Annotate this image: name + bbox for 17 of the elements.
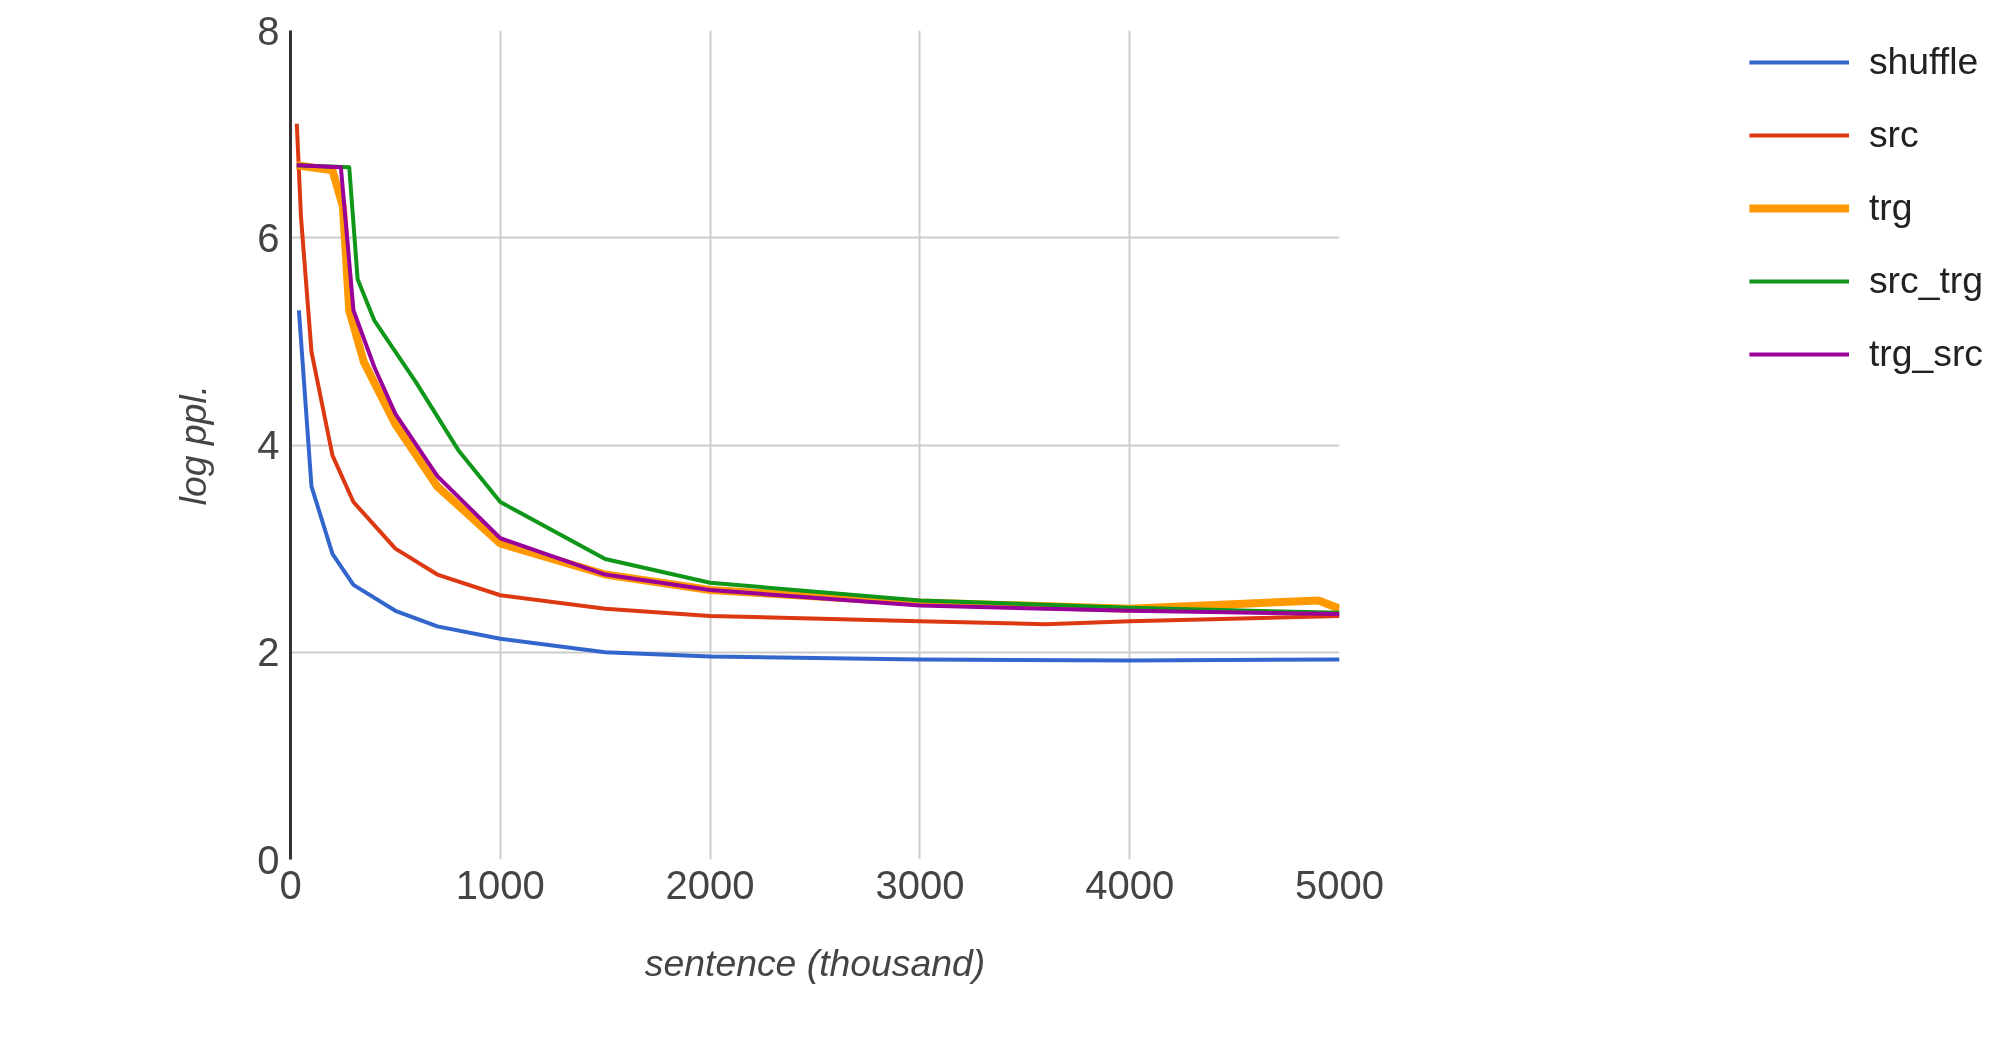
- legend-label: src_trg: [1868, 259, 1983, 302]
- x-tick-label: 3000: [875, 862, 965, 907]
- x-tick-label: 4000: [1085, 862, 1175, 907]
- y-tick-label: 8: [257, 8, 280, 53]
- x-tick-label: 1000: [455, 862, 545, 907]
- legend-label: src: [1868, 113, 1919, 156]
- legend-label: trg_src: [1868, 332, 1983, 375]
- legend-label: shuffle: [1868, 40, 1979, 83]
- line-series: [296, 308, 1340, 663]
- y-tick-label: 4: [257, 423, 280, 467]
- x-tick-label: 2000: [665, 862, 755, 907]
- x-tick-label: 5000: [1295, 862, 1384, 907]
- y-tick-label: 2: [257, 630, 280, 675]
- legend-label: trg: [1868, 186, 1913, 229]
- y-tick-label: 6: [257, 215, 280, 260]
- x-axis-title: sentence (thousand): [644, 941, 986, 984]
- y-axis-title: log ppl.: [172, 384, 215, 506]
